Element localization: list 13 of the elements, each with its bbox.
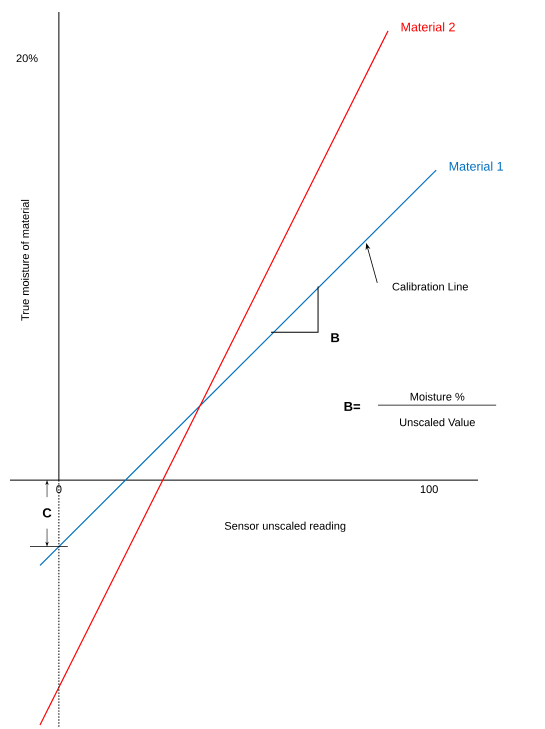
- annotation: 20%: [16, 54, 38, 62]
- annotation: Calibration Line: [392, 282, 468, 291]
- series-label: Material 1: [450, 162, 503, 171]
- annotation: Moisture %: [410, 392, 464, 401]
- annotation: C: [42, 508, 52, 518]
- x-tick-label: 100: [420, 485, 438, 494]
- y-axis-title: True moisture of material: [20, 200, 30, 321]
- series-label: Material 2: [402, 22, 455, 32]
- annotation: B=: [344, 402, 360, 411]
- x-axis-title: Sensor unscaled reading: [224, 522, 346, 532]
- annotation: B: [331, 333, 340, 342]
- annotation: Unscaled Value: [400, 418, 475, 426]
- x-tick-label: 0: [56, 485, 62, 494]
